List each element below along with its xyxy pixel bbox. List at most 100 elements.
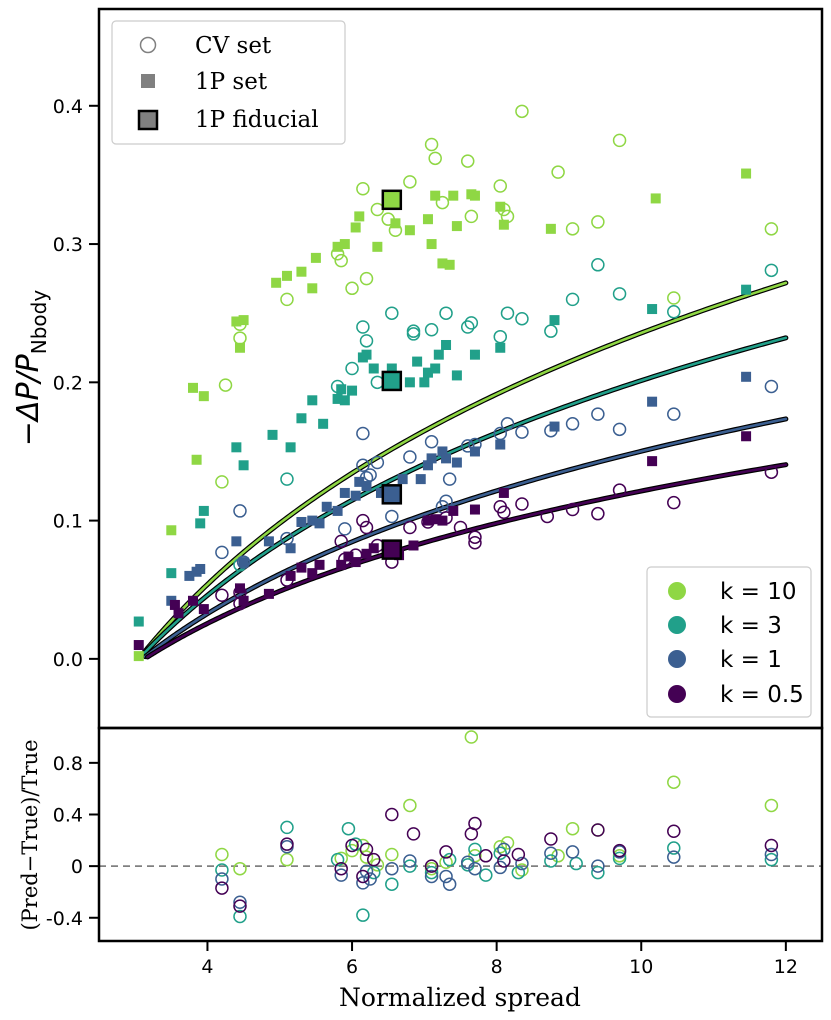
residual-point xyxy=(439,845,453,859)
cv-set-point xyxy=(591,407,605,421)
cv-set-point xyxy=(359,520,374,535)
residual-point xyxy=(442,877,457,891)
1p-set-point xyxy=(650,193,661,204)
residual-point xyxy=(764,838,779,853)
cv-set-point xyxy=(403,520,417,535)
1p-set-point xyxy=(415,474,426,485)
cv-set-point xyxy=(385,509,399,524)
residual-point xyxy=(356,869,370,884)
bottom-x-tick-label: 12 xyxy=(774,956,798,978)
legend-filled-square-marker xyxy=(141,74,155,88)
cv-set-point xyxy=(233,596,247,611)
cv-set-point xyxy=(424,137,439,152)
1p-fiducial-point xyxy=(381,539,403,560)
fit-curve xyxy=(142,336,788,655)
1p-set-point xyxy=(133,616,144,627)
cv-set-point xyxy=(236,555,251,569)
cv-set-point xyxy=(764,379,779,394)
marker-legend: CV set 1P set 1P fiducial xyxy=(111,20,346,145)
residual-point xyxy=(497,854,511,868)
residual-point xyxy=(280,840,294,854)
1p-set-point xyxy=(741,284,752,295)
legend-outlined-square-marker xyxy=(137,109,159,131)
residual-point xyxy=(385,847,399,862)
cv-set-point xyxy=(764,222,779,236)
1p-set-point xyxy=(318,418,329,429)
1p-set-point xyxy=(234,342,245,353)
legend-1p-fiducial-label: 1P fiducial xyxy=(195,107,319,133)
1p-set-point xyxy=(448,505,459,516)
cv-set-point xyxy=(667,291,681,305)
residual-point xyxy=(233,909,247,924)
residual-point xyxy=(215,847,229,862)
1p-set-point xyxy=(187,382,198,393)
cv-set-point xyxy=(359,271,374,286)
residual-point xyxy=(385,807,399,822)
top-y-tick-label: 0.0 xyxy=(53,649,83,671)
1p-set-point xyxy=(469,446,480,457)
cv-set-point xyxy=(424,323,439,337)
bottom-x-tick-label: 8 xyxy=(491,956,503,978)
residual-point xyxy=(403,798,417,813)
cv-set-point xyxy=(460,320,475,334)
cv-set-point xyxy=(330,379,345,394)
residual-point xyxy=(385,877,399,891)
1p-set-point xyxy=(741,168,752,179)
cv-set-point xyxy=(612,133,627,148)
cv-set-point xyxy=(460,439,475,453)
1p-set-point xyxy=(361,481,372,492)
1p-set-point xyxy=(419,377,430,388)
1p-set-point xyxy=(397,474,408,485)
1p-set-point xyxy=(647,396,658,407)
1p-set-point xyxy=(498,487,509,498)
residual-point xyxy=(569,856,583,871)
cv-set-point xyxy=(591,258,605,272)
bottom-panel-frame xyxy=(97,726,824,943)
1p-set-point xyxy=(451,370,462,381)
residual-point xyxy=(464,730,479,744)
1p-set-point xyxy=(307,515,318,526)
cv-set-point xyxy=(612,287,627,301)
fit-curve xyxy=(146,463,788,659)
1p-set-point xyxy=(430,514,441,525)
residual-point xyxy=(515,863,529,877)
bottom-y-tick-label: 0 xyxy=(71,856,83,878)
residual-point xyxy=(612,843,627,858)
residual-point xyxy=(493,840,508,854)
1p-set-point xyxy=(412,356,423,367)
cv-set-point xyxy=(565,222,580,236)
cv-set-point xyxy=(330,246,345,261)
cv-set-point xyxy=(280,573,294,587)
1p-set-point xyxy=(404,225,415,236)
1p-set-point xyxy=(495,439,506,450)
residual-point xyxy=(439,855,453,870)
cv-set-point xyxy=(515,425,529,439)
1p-set-point xyxy=(307,395,318,406)
cv-set-point xyxy=(280,472,294,486)
1p-set-point xyxy=(336,384,347,395)
1p-set-point xyxy=(271,277,282,288)
residual-point xyxy=(403,859,417,873)
1p-set-point xyxy=(339,239,350,250)
residual-point xyxy=(764,852,779,867)
cv-set-point xyxy=(497,202,511,217)
cv-set-point xyxy=(667,407,681,421)
1p-set-point xyxy=(321,501,332,512)
1p-set-point xyxy=(498,219,509,230)
residual-point xyxy=(460,855,475,870)
cv-set-point xyxy=(348,548,363,562)
cv-set-point xyxy=(233,331,247,345)
1p-set-point xyxy=(332,393,343,404)
cv-set-point xyxy=(356,182,370,196)
fit-curve xyxy=(143,417,788,658)
1p-set-point xyxy=(169,599,180,610)
cv-set-point xyxy=(493,329,508,344)
1p-set-point xyxy=(422,460,433,471)
cv-set-point xyxy=(439,306,453,320)
1p-set-point xyxy=(741,371,752,382)
cv-set-point xyxy=(356,458,370,473)
1p-set-point xyxy=(198,505,209,516)
1p-set-point xyxy=(545,223,556,234)
1p-fiducial-point xyxy=(381,484,403,505)
